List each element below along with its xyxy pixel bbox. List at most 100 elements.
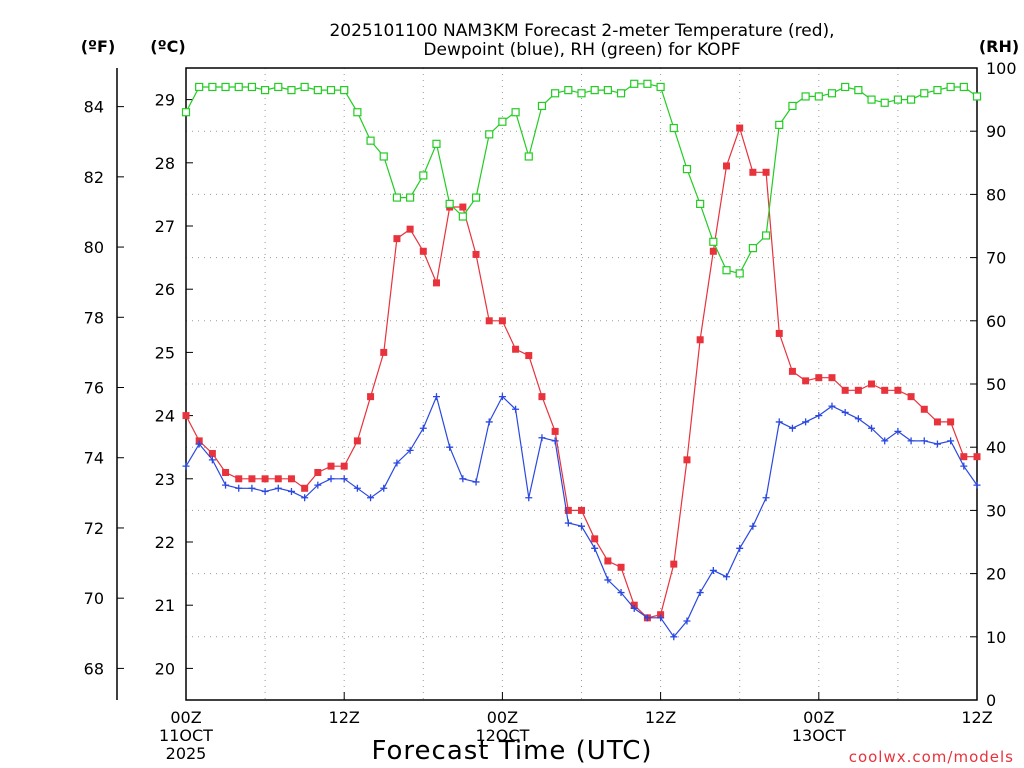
rh-point (748, 244, 757, 253)
rh-point (326, 86, 336, 95)
dewpoint-point (538, 434, 546, 442)
x-tick-time-label: 12Z (645, 708, 676, 727)
dewpoint-point (749, 522, 757, 530)
rh-point (195, 82, 204, 92)
rh-point (682, 165, 692, 174)
dewpoint-point (775, 418, 783, 426)
rh-point (735, 269, 744, 278)
x-tick-year-label: 2025 (166, 744, 207, 763)
rh-point (458, 212, 467, 221)
dewpoint-point (802, 418, 810, 426)
temperature-point (393, 235, 401, 243)
rh-point (208, 82, 217, 92)
temperature-point (683, 456, 691, 464)
dewpoint-point (828, 402, 836, 410)
rh-point (972, 92, 982, 101)
rh-point (340, 86, 349, 95)
dewpoint-point (630, 604, 638, 612)
dewpoint-point (960, 462, 968, 470)
series-line (185, 126, 977, 619)
dewpoint-point (459, 475, 467, 483)
dewpoint-point (367, 494, 375, 502)
celsius-tick-label: 25 (155, 343, 175, 362)
x-tick-time-label: 00Z (803, 708, 834, 727)
dewpoint-point (235, 484, 243, 492)
fahrenheit-tick-label: 82 (84, 168, 104, 187)
dewpoint-point (881, 437, 889, 445)
rh-tick-label: 100 (986, 59, 1017, 78)
rh-point (656, 82, 665, 92)
temperature-point (749, 168, 757, 176)
celsius-tick-label: 20 (155, 659, 175, 678)
rh-point (406, 193, 415, 202)
temperature-point (525, 352, 533, 360)
dewpoint-point (446, 443, 454, 451)
temperature-point (591, 535, 599, 543)
dewpoint-point (419, 424, 427, 432)
temperature-point (604, 557, 612, 565)
fahrenheit-unit-label: (ºF) (81, 37, 116, 56)
fahrenheit-tick-label: 74 (84, 449, 104, 468)
rh-point (392, 193, 402, 202)
rh-point (221, 82, 230, 92)
temperature-point (854, 386, 862, 394)
dewpoint-point (604, 576, 612, 584)
temperature-point (353, 437, 361, 445)
temperature-point (881, 386, 889, 394)
rh-point (300, 82, 309, 92)
rh-point (366, 136, 375, 145)
x-tick-date-label: 13OCT (792, 726, 846, 745)
dewpoint-point (512, 405, 520, 413)
temperature-point (498, 317, 506, 325)
temperature-point (485, 317, 493, 325)
temperature-point (564, 506, 572, 514)
celsius-tick-label: 26 (155, 280, 175, 299)
rh-point (893, 95, 903, 104)
rh-point (537, 101, 547, 111)
temperature-point (947, 418, 955, 426)
chart-title-line2: Dewpoint (blue), RH (green) for KOPF (423, 40, 740, 60)
rh-point (564, 86, 573, 95)
series-2-meter-temperature (182, 124, 981, 622)
dewpoint-point (643, 614, 651, 622)
data-series (181, 79, 982, 641)
rh-point (761, 231, 771, 240)
rh-point (867, 95, 876, 104)
dewpoint-point (406, 446, 414, 454)
dewpoint-point (973, 481, 981, 489)
dewpoint-point (907, 437, 915, 445)
dewpoint-point (380, 484, 388, 492)
temperature-point (617, 563, 625, 571)
dewpoint-point (578, 522, 585, 530)
tick-labels: 6870727476788082842021222324252627282901… (84, 59, 1017, 763)
series-dewpoint (182, 393, 981, 641)
dewpoint-point (314, 481, 322, 489)
fahrenheit-tick-label: 80 (84, 238, 104, 257)
x-tick-date-label: 12OCT (475, 726, 529, 745)
temperature-point (472, 250, 480, 258)
celsius-tick-label: 28 (155, 154, 175, 173)
fahrenheit-tick-label: 68 (84, 659, 104, 678)
temperature-point (894, 386, 902, 394)
temperature-point (235, 475, 243, 483)
x-tick-date-label: 11OCT (159, 726, 213, 745)
rh-point (234, 82, 243, 92)
temperature-point (841, 386, 849, 394)
dewpoint-point (788, 424, 796, 432)
celsius-tick-label: 24 (155, 407, 175, 426)
dewpoint-point (868, 424, 876, 432)
rh-point (313, 86, 322, 95)
series-line (185, 83, 978, 275)
dewpoint-point (393, 459, 401, 467)
dewpoint-point (762, 494, 770, 502)
temperature-point (578, 506, 585, 514)
temperature-point (696, 336, 704, 344)
temperature-point (762, 168, 770, 176)
temperature-point (301, 484, 309, 492)
dewpoint-point (327, 475, 335, 483)
rh-point (181, 108, 191, 117)
credit-label: coolwx.com/models (849, 748, 1014, 766)
temperature-point (406, 225, 414, 233)
rh-point (498, 117, 507, 126)
